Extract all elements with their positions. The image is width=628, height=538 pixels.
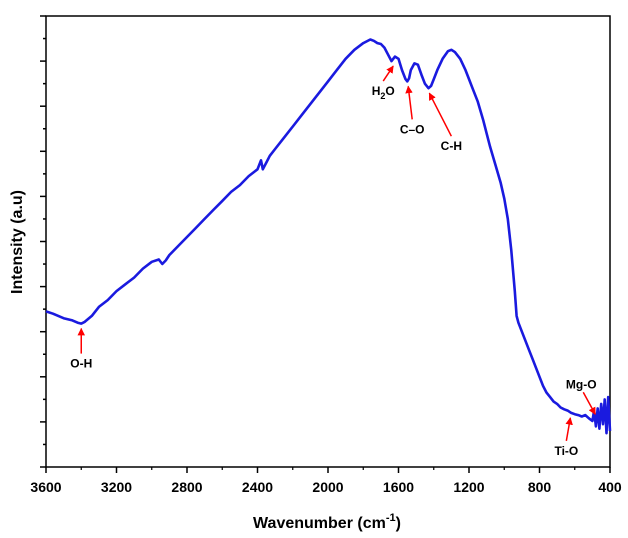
plot-axes (45, 15, 611, 468)
annotation-arrow (405, 85, 413, 120)
x-tick-label: 3600 (30, 479, 61, 495)
annotation-arrow (582, 391, 596, 415)
x-tick-label: 1200 (453, 479, 484, 495)
y-axis-ticks (40, 15, 46, 468)
series-layer (45, 38, 612, 435)
x-axis-label-main: Wavenumber (cm (253, 515, 386, 532)
annotation-arrow (428, 92, 453, 137)
x-tick-label: 2400 (242, 479, 273, 495)
annotation-label: H2O (372, 84, 395, 101)
annotation-label: C-H (441, 139, 462, 153)
annotation-arrow (382, 65, 394, 82)
annotations-layer: O-H H2O C–O C-H Ti-O Mg-O (70, 65, 597, 458)
annotation-arrow (565, 417, 573, 442)
annotation-label: C–O (400, 122, 425, 136)
x-tick-label: 2000 (312, 479, 343, 495)
x-tick-label: 400 (598, 479, 622, 495)
x-axis-ticks: 3600 3200 2800 2400 2000 1600 1200 800 400 (30, 467, 622, 495)
annotation-label: Ti-O (554, 444, 578, 458)
annotation-label: Mg-O (566, 377, 597, 391)
x-axis-label-tail: ) (396, 515, 401, 532)
y-axis-label: Intensity (a.u) (9, 190, 26, 294)
spectrum-line (45, 38, 612, 435)
plot-frame (45, 15, 611, 468)
x-axis-label: Wavenumber (cm-1) (253, 512, 401, 532)
x-tick-label: 800 (528, 479, 552, 495)
x-tick-label: 3200 (101, 479, 132, 495)
annotation-label: O-H (70, 357, 92, 371)
x-axis-label-superscript: -1 (386, 512, 396, 524)
x-tick-label: 1600 (383, 479, 414, 495)
x-tick-label: 2800 (171, 479, 202, 495)
